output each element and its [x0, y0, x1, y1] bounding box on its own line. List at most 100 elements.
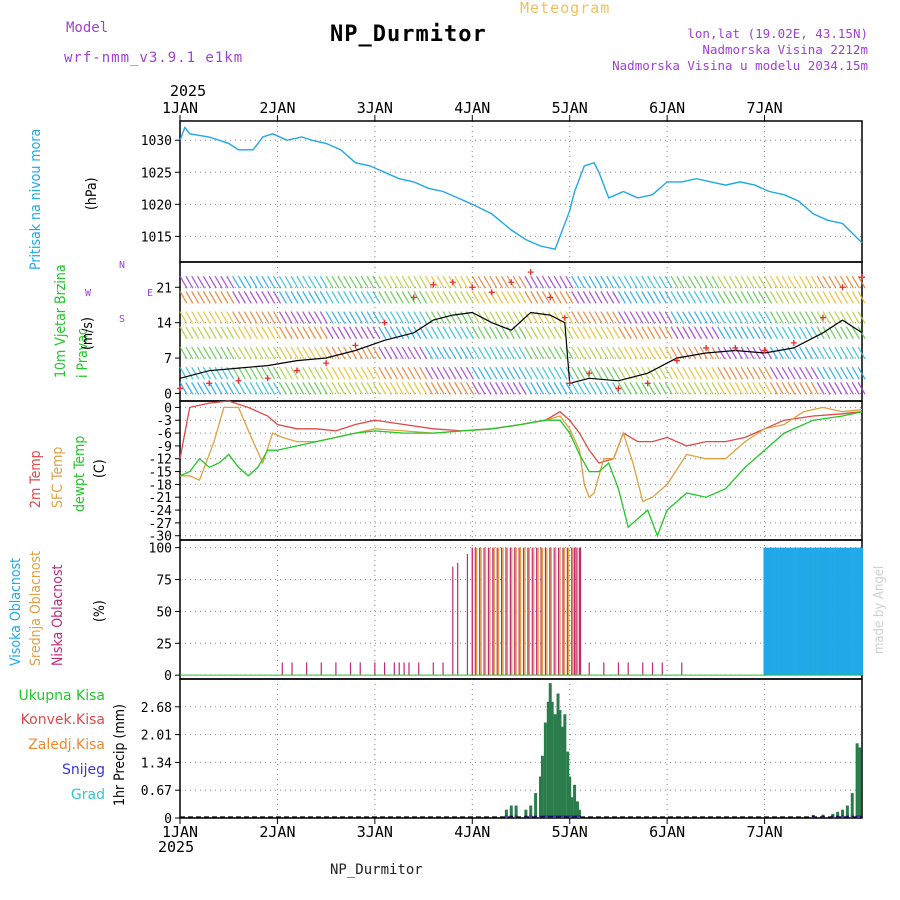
wind-barb [372, 291, 381, 304]
wind-direction-key: S [119, 314, 125, 325]
wind-barb [612, 291, 621, 304]
wind-barb [401, 366, 410, 380]
wind-barb [191, 366, 200, 380]
wind-barb [261, 346, 270, 360]
wind-barb [284, 275, 293, 289]
y-tick-label: 0 [164, 401, 172, 416]
wind-barb [851, 346, 860, 360]
wind-barb [576, 326, 586, 340]
wind-barb [799, 326, 808, 340]
wind-barb [489, 291, 498, 304]
wind-barb [255, 326, 264, 340]
wind-barb [226, 326, 235, 340]
wind-barb [781, 366, 790, 380]
wind-barb [243, 346, 252, 360]
wind-barb [384, 366, 393, 380]
wind-barb [775, 311, 784, 324]
wind-barb [249, 275, 258, 289]
wind-barb [764, 366, 773, 380]
wind-barb [693, 291, 702, 304]
wind-barb [857, 366, 866, 380]
wind-barb [348, 275, 358, 289]
wind-barb [705, 326, 714, 340]
wind-barb [512, 382, 521, 395]
footer-station: NP_Durmitor [330, 862, 423, 878]
wind-barb [781, 291, 790, 304]
wind-barb [769, 291, 778, 304]
wind-barb [746, 311, 755, 324]
wind-barb [348, 291, 358, 304]
wind-barb [530, 366, 539, 380]
wind-barb [647, 311, 656, 324]
wind-barb [699, 382, 708, 395]
wind-barb [232, 275, 241, 289]
precip-bar-snow [561, 815, 565, 818]
wind-barb [816, 382, 825, 395]
wind-barb [612, 346, 621, 360]
wind-barb [717, 346, 726, 360]
wind-barb [290, 366, 299, 380]
y-tick-label: -12 [149, 453, 172, 468]
precip-bar [855, 743, 859, 818]
wind-barb [267, 326, 276, 340]
wind-barb [711, 311, 720, 324]
wind-barb [536, 326, 545, 340]
wind-barb [576, 311, 586, 324]
wind-barb [454, 366, 463, 380]
wind-barb [658, 291, 667, 304]
wind-barb [191, 291, 200, 304]
precip-bar [841, 809, 845, 818]
wind-barb [571, 311, 580, 324]
wind-barb [202, 326, 211, 340]
wind-barb [442, 311, 451, 324]
wind-barb [214, 382, 223, 395]
wind-barb [465, 346, 475, 360]
wind-barb [220, 382, 229, 395]
wind-barb [232, 291, 241, 304]
wind-barb [799, 366, 808, 380]
wind-barb [723, 326, 732, 340]
wind-barb [576, 382, 586, 395]
x-tick-label-top: 1JAN [162, 99, 198, 117]
precip-bar-snow [577, 815, 581, 818]
wind-barb [243, 382, 252, 395]
wind-barb [623, 291, 632, 304]
wind-barb [436, 346, 445, 360]
wind-barb [594, 346, 603, 360]
wind-barb [337, 326, 346, 340]
wind-barb [810, 346, 819, 360]
wind-barb [582, 275, 591, 289]
wind-barb [419, 275, 428, 289]
wind-barb [471, 291, 480, 304]
y-tick-label: -3 [156, 414, 172, 429]
wind-barb [325, 311, 334, 324]
wind-barb [202, 366, 211, 380]
wind-barb [500, 326, 510, 340]
wind-barb [600, 291, 609, 304]
wind-barb [793, 275, 802, 289]
wind-barb [372, 326, 381, 340]
wind-barb [728, 366, 738, 380]
wind-barb [395, 382, 404, 395]
precip-bar-snow [855, 815, 859, 818]
wind-gust-marker [790, 339, 797, 346]
wind-barb [237, 366, 247, 380]
wind-barb [348, 326, 358, 340]
wind-barb [857, 291, 866, 304]
wind-barb [793, 346, 802, 360]
wind-barb [606, 366, 615, 380]
precip-bar-snow [553, 815, 557, 818]
wind-barb [454, 326, 463, 340]
wind-barb [787, 382, 796, 395]
wind-barb [571, 275, 580, 289]
wind-barb [384, 346, 393, 360]
wind-barb [670, 311, 679, 324]
precip-bar [504, 809, 508, 818]
wind-barb [787, 366, 796, 380]
wind-barb [758, 326, 767, 340]
x-tick-label-top: 6JAN [649, 99, 685, 117]
wind-barb [465, 326, 475, 340]
wind-barb [693, 326, 702, 340]
wind-barb [331, 346, 340, 360]
wind-barb [179, 311, 188, 324]
